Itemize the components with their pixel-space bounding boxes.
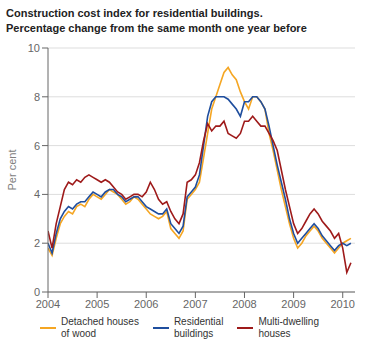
html-text:Residential buildings: Residential buildings <box>173 316 224 339</box>
svg-text:2006: 2006 <box>134 298 158 310</box>
svg-text:4: 4 <box>34 188 40 200</box>
svg-text:0: 0 <box>34 286 40 298</box>
svg-text:6: 6 <box>34 140 40 152</box>
svg-text:10: 10 <box>28 42 40 54</box>
html-text:Multi-dwelling houses: Multi-dwelling houses <box>258 316 319 339</box>
html-text:Detached houses of wood: Detached houses of wood <box>61 316 139 339</box>
html-text:Construction cost index for re: Construction cost index for residential … <box>6 7 263 19</box>
html-text:Percentage change from the sam: Percentage change from the same month on… <box>6 22 307 34</box>
svg-text:2005: 2005 <box>85 298 109 310</box>
svg-text:8: 8 <box>34 91 40 103</box>
svg-text:2008: 2008 <box>232 298 256 310</box>
svg-text:2004: 2004 <box>36 298 60 310</box>
svg-text:2010: 2010 <box>330 298 354 310</box>
svg-text:2: 2 <box>34 237 40 249</box>
svg-text:2007: 2007 <box>183 298 207 310</box>
svg-text:2009: 2009 <box>281 298 305 310</box>
svg-text:Per cent: Per cent <box>8 150 18 191</box>
